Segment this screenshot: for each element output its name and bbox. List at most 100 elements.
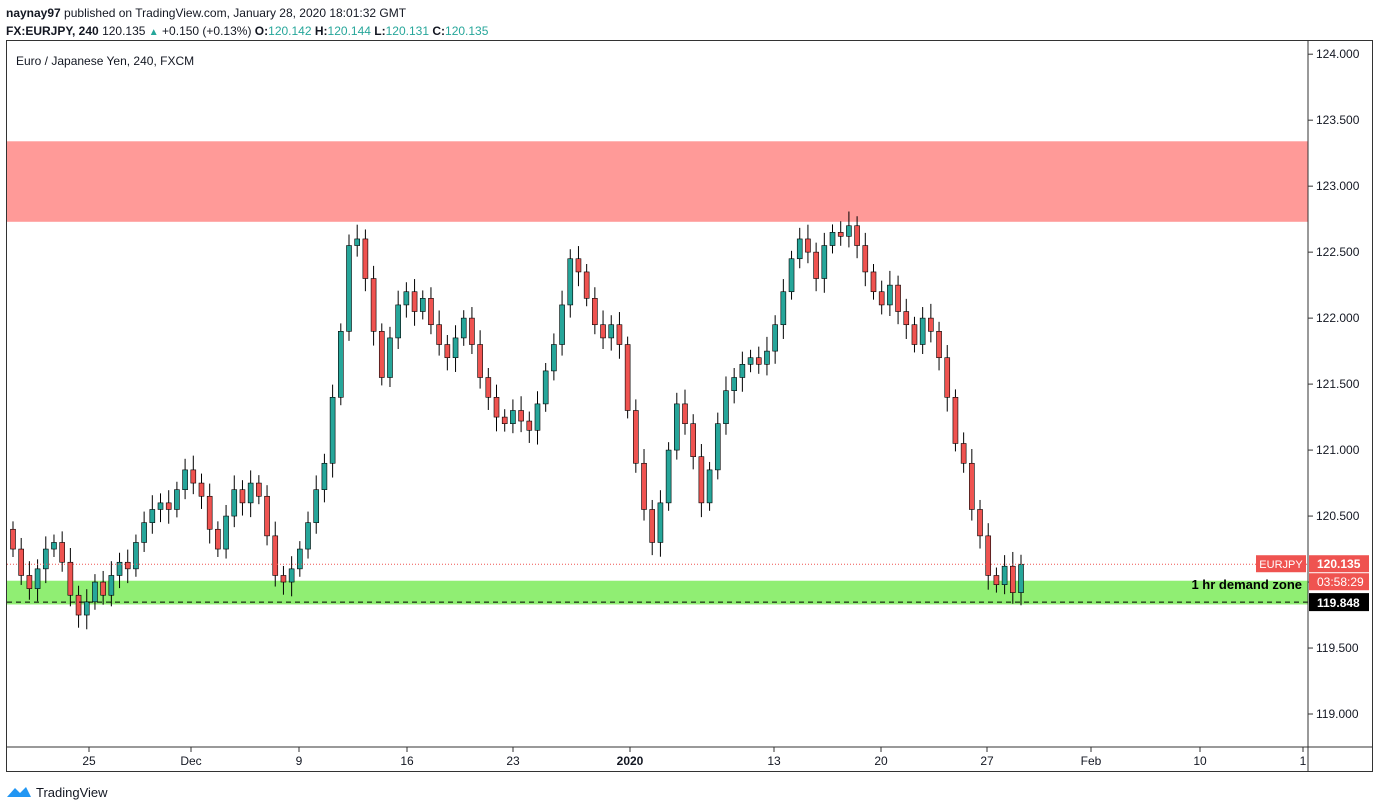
candle-body [952,396,959,444]
candle-body [387,337,393,378]
x-tick-label: Feb [1081,754,1102,768]
brand-name[interactable]: TradingView [36,784,108,800]
candle-body [428,298,434,326]
candle-body [206,495,213,530]
candle-body [837,232,844,237]
candle-body [419,298,426,312]
low-label: L: [374,24,386,38]
candle-body [280,575,287,583]
level-badge [1309,593,1369,612]
candle-body [887,284,893,306]
tradingview-logo-icon[interactable] [6,785,32,799]
candle-body [977,509,983,537]
y-tick-label: 123.500 [1316,113,1360,127]
candle-body [542,370,549,405]
candle-body [116,561,123,576]
candle-body [18,548,24,576]
candle-body [231,489,238,517]
candle-body [223,515,229,550]
candle-body [378,331,385,378]
candle-body [493,396,500,418]
y-tick-label: 119.500 [1316,641,1359,655]
open-value: 120.142 [268,24,312,38]
candle-body [993,575,1000,585]
candle-body [67,561,74,596]
close-label: C: [432,24,446,38]
demand-zone [7,580,1308,605]
candle-body [256,482,262,497]
candle-body [75,594,82,616]
x-tick-label: 10 [1193,754,1207,768]
candle-body [829,232,836,246]
price-chart[interactable]: 124.000 123.500 123.000 122.500 122.000 121.5… [7,41,1372,771]
candle-body [338,331,344,398]
supply-zone [7,141,1308,222]
author-name[interactable]: naynay97 [6,6,61,20]
candle-body [903,311,910,326]
publish-line: naynay97 published on TradingView.com, J… [6,4,488,22]
candle-body [313,489,320,523]
candle-body [919,317,926,345]
candle-body [944,357,951,398]
candle-body [1018,563,1024,593]
high-label: H: [314,24,328,38]
countdown-badge-label: 03:58:29 [1317,575,1364,589]
chart-panel[interactable]: 124.000 123.500 123.000 122.500 122.000 121.5… [6,40,1373,772]
candle-body [518,410,524,422]
y-tick-label: 122.000 [1316,311,1360,325]
close-value: 120.135 [445,24,489,38]
candle-body [403,291,410,306]
candle-body [624,344,631,411]
candle-body [108,575,115,596]
candle-body [608,324,615,339]
candle-body [1001,565,1008,585]
candle-body [706,469,713,504]
candle-body [469,317,475,345]
y-tick-label: 124.000 [1316,47,1360,61]
candle-body [575,258,582,273]
candle-body [551,344,557,372]
candle-body [133,542,139,570]
candle-body [805,238,811,253]
candle-body [698,456,705,504]
candle-body [534,403,541,431]
candle-body [731,377,737,392]
y-tick-label: 122.500 [1316,245,1360,259]
candle-body [59,542,65,563]
x-tick-label: 25 [82,754,96,768]
chart-title: Euro / Japanese Yen, 240, FXCM [16,54,194,68]
x-tick-label: 9 [296,754,303,768]
y-tick-label: 121.500 [1316,377,1360,391]
candle-body [305,522,311,550]
candle-body [141,522,147,543]
candle-body [682,403,688,424]
candle-body [247,482,254,504]
candle-body [485,377,492,398]
candle-body [165,502,172,510]
candle-body [477,344,483,378]
candle-body [51,542,57,550]
y-tick-label: 123.000 [1316,179,1360,193]
up-arrow-icon: ▲ [148,27,159,38]
demand-zone-label: 1 hr demand zone [1191,577,1302,592]
candle-body [928,317,934,332]
candle-body [796,238,803,260]
price-badge [1309,555,1369,573]
candle-body [411,291,418,312]
candle-body [788,258,795,293]
candle-body [665,449,672,504]
candle-body [878,291,885,306]
candle-body [854,225,860,246]
candle-body [92,581,98,603]
y-tick-label: 121.000 [1316,443,1360,457]
candle-body [813,251,819,279]
candle-body [739,364,746,378]
footer: TradingView [6,782,108,802]
candle-body [26,575,33,589]
candle-body [42,548,49,570]
x-tick-label: 2020 [617,754,644,768]
candle-body [182,469,188,490]
level-badge-label: 119.848 [1317,596,1360,610]
candle-body [362,238,369,279]
candle-body [395,304,401,339]
